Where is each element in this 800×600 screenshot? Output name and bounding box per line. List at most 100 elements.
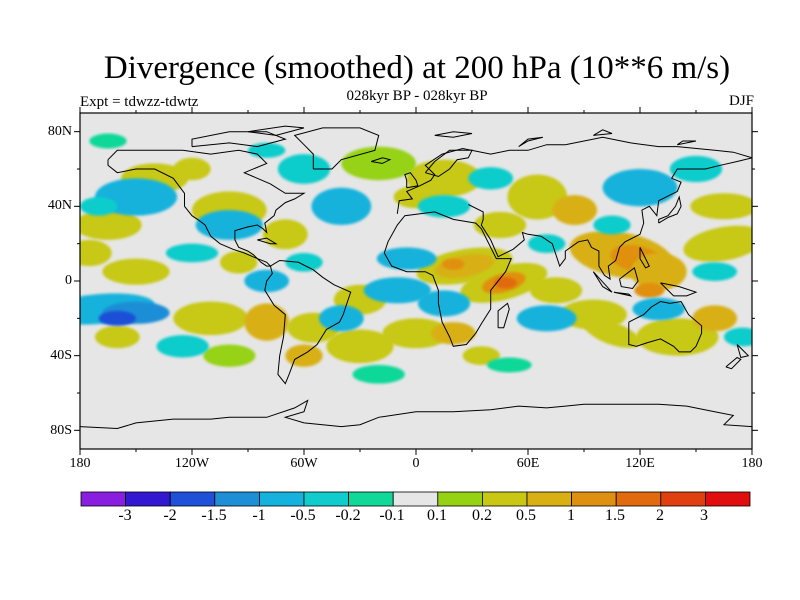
coastline [736, 344, 750, 359]
coastline [725, 356, 742, 370]
anomaly-region [80, 197, 118, 216]
colorbar-label: -0.5 [290, 507, 316, 524]
anomaly-region [552, 195, 598, 225]
coastlines [80, 125, 752, 430]
anomaly-region [341, 146, 416, 181]
season-label: DJF [728, 93, 754, 109]
colorbar-label: -1.5 [201, 507, 227, 524]
colorbar-swatch [303, 491, 349, 507]
anomaly-region [634, 282, 665, 298]
coastline [639, 247, 650, 269]
anomaly-region [692, 262, 738, 281]
anomaly-region [80, 210, 142, 240]
colorbar-label: 3 [700, 507, 708, 524]
coastline [80, 399, 752, 430]
coastline [628, 300, 703, 353]
anomaly-region [417, 290, 471, 317]
colorbar-label: 0.1 [427, 507, 447, 524]
coastline [677, 140, 697, 146]
anomaly-region [156, 335, 209, 358]
lat-label-40s: 40S [50, 348, 72, 363]
anomaly-region [692, 305, 738, 332]
anomaly-region [528, 234, 566, 254]
anomaly-region [690, 193, 752, 220]
anomaly-region [94, 325, 140, 349]
anomaly-region [195, 210, 263, 240]
colorbar-label: -2 [163, 507, 177, 524]
colorbar-label: -1 [252, 507, 266, 524]
colorbar-swatch [258, 491, 305, 507]
anomaly-region [376, 247, 437, 270]
colorbar-swatch [348, 491, 394, 507]
anomaly-region [486, 357, 532, 373]
coastline [264, 259, 352, 385]
anomaly-region [285, 253, 323, 272]
colorbar-swatch [660, 491, 706, 507]
anomaly-region [80, 239, 112, 267]
lon-label-180w: 180 [69, 456, 91, 471]
coastline [593, 129, 613, 136]
lon-label-60e: 60E [516, 456, 540, 471]
colorbar-swatch [392, 491, 439, 507]
map-title: Divergence (smoothed) at 200 hPa (10**6 … [103, 50, 731, 86]
anomaly-region [244, 303, 290, 341]
colorbar-label: 2 [656, 507, 664, 524]
coastline [404, 172, 419, 189]
colorbar-label: 1 [567, 507, 575, 524]
coastline [257, 237, 278, 245]
anomaly-region [165, 243, 219, 263]
colorbar-label: -0.1 [379, 507, 405, 524]
coastline [518, 136, 544, 148]
lon-label-180e: 180 [741, 456, 763, 471]
colorbar-swatch [705, 491, 751, 507]
anomaly-region [89, 133, 127, 149]
colorbar-swatch [437, 491, 483, 507]
colorbar-label: 0.2 [472, 507, 492, 524]
anomaly-region [430, 322, 476, 345]
anomaly-region [326, 329, 394, 364]
anomaly-region [277, 154, 331, 184]
coastline [383, 211, 512, 347]
colorbar-label: -3 [118, 507, 132, 524]
coastline [660, 282, 698, 297]
colorbar-swatch [214, 491, 260, 507]
anomaly-region [636, 318, 719, 356]
anomaly-region [363, 277, 431, 304]
anomaly-region [102, 258, 170, 285]
anomaly-region [516, 305, 577, 332]
colorbar-label: 1.5 [605, 507, 625, 524]
lat-label-40n: 40N [47, 198, 72, 213]
anomaly-region [593, 215, 631, 235]
anomaly-region [442, 258, 465, 270]
colorbar-swatch [481, 491, 528, 507]
coastline [424, 149, 473, 178]
coastline [434, 131, 473, 138]
coastline [107, 149, 306, 267]
anomaly-region [468, 167, 514, 190]
anomaly-region [262, 219, 308, 250]
anomaly-region [98, 310, 136, 326]
colorbar-swatch [169, 491, 216, 507]
anomaly-region [683, 225, 752, 262]
experiment-label: Expt = tdwzz-tdwtz [80, 94, 199, 110]
lon-label-60w: 60W [290, 456, 318, 471]
colorbar-label: -0.2 [335, 507, 361, 524]
anomaly-region [507, 174, 568, 220]
lon-label-120e: 120E [625, 456, 655, 471]
colorbar-swatch [571, 491, 617, 507]
axis-ticks [74, 107, 758, 455]
anomaly-region [630, 252, 687, 291]
anomaly-region [724, 327, 752, 347]
colorbar-swatch [526, 491, 572, 507]
colorbar-swatch [80, 491, 126, 507]
anomaly-region [473, 211, 527, 239]
coastline [396, 144, 566, 214]
anomaly-region [462, 346, 501, 365]
coastline [613, 291, 633, 297]
anomaly-region [583, 318, 641, 348]
anomaly-region [494, 277, 517, 289]
divergence-field [80, 133, 752, 384]
anomaly-region [529, 277, 583, 304]
